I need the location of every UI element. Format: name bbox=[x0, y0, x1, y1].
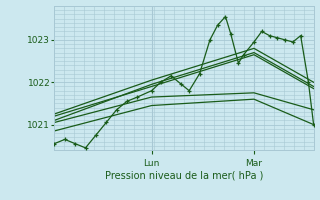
X-axis label: Pression niveau de la mer( hPa ): Pression niveau de la mer( hPa ) bbox=[105, 171, 263, 181]
